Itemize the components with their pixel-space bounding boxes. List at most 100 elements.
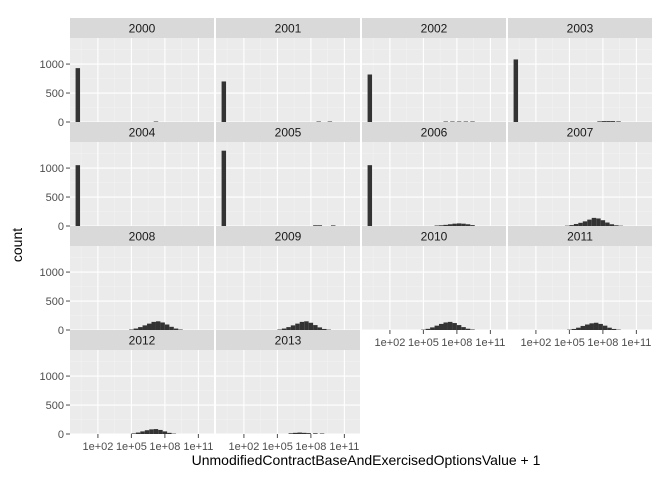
histogram-bar <box>75 165 81 226</box>
y-tick-label: 500 <box>46 88 64 100</box>
histogram-bar <box>616 121 621 122</box>
facet-strip <box>508 226 652 246</box>
facet-strip-label: 2010 <box>421 230 448 244</box>
facet-panel-2005: 2005 <box>216 122 360 227</box>
histogram-bar <box>614 225 619 226</box>
histogram-bar <box>434 325 440 330</box>
histogram-bar <box>607 327 612 330</box>
histogram-bar <box>578 222 583 226</box>
y-axis-title: count <box>9 228 25 262</box>
histogram-bar <box>470 225 475 226</box>
histogram-bar <box>313 225 318 226</box>
histogram-bar <box>308 322 314 330</box>
facet-strip <box>216 122 360 142</box>
panel-background <box>362 38 506 122</box>
histogram-bar <box>573 223 579 226</box>
histogram-bar <box>452 323 457 330</box>
histogram-bar <box>447 224 453 226</box>
histogram-bar <box>425 328 431 330</box>
histogram-bar <box>160 322 165 330</box>
panel-background <box>70 38 214 122</box>
histogram-bar <box>221 81 227 122</box>
panel-background <box>216 246 360 330</box>
histogram-bar <box>158 429 163 434</box>
histogram-bar <box>591 217 597 226</box>
histogram-bar <box>306 433 311 434</box>
y-tick-label: 0 <box>58 429 64 441</box>
facet-panel-2000: 2000 0 500 1000 <box>40 18 214 129</box>
histogram-bar <box>301 432 307 434</box>
histogram-bar <box>313 325 318 330</box>
histogram-bar <box>295 323 300 330</box>
panel-background <box>216 38 360 122</box>
histogram-bar <box>598 323 603 330</box>
x-tick-label: 1e+05 <box>554 337 585 349</box>
x-tick-label: 1e+08 <box>149 441 180 453</box>
facet-panel-2012: 2012 0 500 1000 1e+02 1e+05 1e+08 1e+11 <box>40 330 214 453</box>
x-tick-label: 1e+05 <box>262 441 293 453</box>
histogram-bar <box>367 165 373 226</box>
panel-background <box>216 142 360 226</box>
histogram-bar <box>131 433 136 434</box>
facet-strip-label: 2008 <box>129 230 156 244</box>
facet-panel-2001: 2001 <box>216 18 360 123</box>
histogram-bar <box>164 324 170 330</box>
histogram-bar <box>322 328 327 330</box>
facet-panel-2009: 2009 <box>216 226 360 331</box>
facet-strip <box>70 330 214 350</box>
histogram-bar <box>513 59 519 122</box>
facet-strip <box>70 122 214 142</box>
x-tick-label: 1e+05 <box>408 337 439 349</box>
facet-strip <box>508 18 652 38</box>
histogram-bar <box>330 225 336 226</box>
facet-panel-2007: 2007 <box>508 122 652 227</box>
x-tick-label: 1e+11 <box>475 337 505 349</box>
facet-strip-label: 2005 <box>275 126 302 140</box>
histogram-bar <box>75 68 81 122</box>
histogram-bar <box>167 432 172 434</box>
histogram-bar <box>601 121 607 122</box>
histogram-bar <box>288 433 294 434</box>
y-tick-label: 1000 <box>40 267 64 279</box>
histogram-bar <box>153 429 159 434</box>
panel-background <box>216 350 360 434</box>
histogram-bar <box>142 325 148 330</box>
facet-strip <box>508 122 652 142</box>
histogram-bar <box>452 223 457 226</box>
facet-strip <box>362 18 506 38</box>
histogram-bar <box>447 321 453 330</box>
facet-strip-label: 2007 <box>567 126 594 140</box>
x-tick-label: 1e+05 <box>116 441 147 453</box>
y-tick-label: 0 <box>58 325 64 337</box>
histogram-bar <box>580 325 586 330</box>
histogram-bar <box>317 225 323 226</box>
facet-strip <box>362 226 506 246</box>
histogram-bar <box>147 323 152 330</box>
y-tick-label: 1000 <box>40 371 64 383</box>
facet-strip <box>70 226 214 246</box>
x-tick-label: 1e+02 <box>82 441 113 453</box>
histogram-bar <box>465 224 471 226</box>
panel-background <box>508 246 652 330</box>
histogram-bar <box>602 325 608 330</box>
facet-strip-label: 2001 <box>275 22 302 36</box>
histogram-bar <box>443 224 448 226</box>
facet-strip-label: 2000 <box>129 22 156 36</box>
panel-background <box>70 142 214 226</box>
facet-panel-2002: 2002 <box>362 18 506 123</box>
x-tick-label: 1e+11 <box>621 337 651 349</box>
histogram-bar <box>133 328 139 330</box>
facet-panel-2010: 2010 1e+02 1e+05 1e+08 1e+11 <box>362 226 506 349</box>
panel-background <box>362 246 506 330</box>
y-tick-label: 0 <box>58 117 64 129</box>
y-tick-label: 1000 <box>40 163 64 175</box>
facet-strip-label: 2006 <box>421 126 448 140</box>
y-tick-label: 500 <box>46 400 64 412</box>
histogram-bar <box>589 323 594 330</box>
x-tick-label: 1e+02 <box>520 337 551 349</box>
y-tick-label: 500 <box>46 296 64 308</box>
histogram-bar <box>138 327 143 330</box>
histogram-bar <box>135 432 141 434</box>
histogram-bar <box>461 327 466 330</box>
